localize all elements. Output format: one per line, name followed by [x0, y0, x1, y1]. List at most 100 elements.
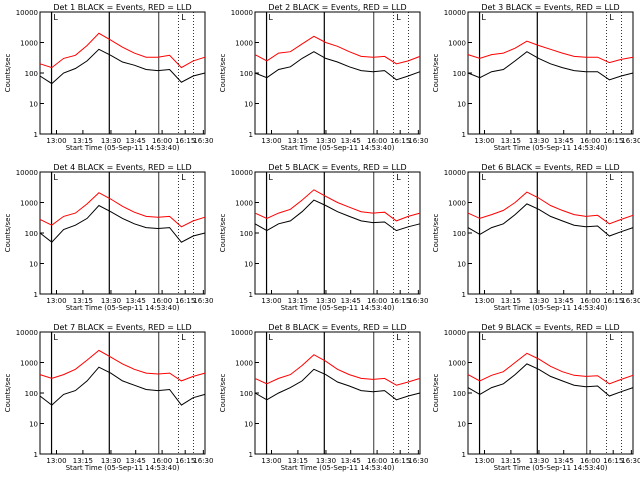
y-tick-label: 1000: [20, 200, 38, 208]
y-tick-label: 10: [457, 101, 466, 109]
x-tick-label: 13:15: [501, 457, 521, 465]
panel-title: Det 8 BLACK = Events, RED = LLD: [268, 323, 406, 332]
y-tick-label: 1: [249, 131, 253, 139]
x-tick-label: 16:30: [193, 297, 213, 305]
y-tick-label: 1: [462, 131, 466, 139]
y-tick-label: 10000: [231, 329, 253, 337]
x-tick-label: 13:45: [341, 457, 361, 465]
panel-title: Det 5 BLACK = Events, RED = LLD: [268, 163, 406, 172]
y-axis-label: Counts/sec: [219, 214, 227, 253]
series-events-line: [467, 203, 634, 237]
series-events-line: [39, 366, 206, 406]
x-axis-label: Start Time (05-Sep-11 14:53:40): [494, 464, 608, 472]
x-tick-label: 13:30: [316, 297, 336, 305]
x-tick-label: 16:00: [580, 297, 600, 305]
l-marker: L: [396, 333, 401, 342]
x-tick-label: 16:30: [193, 457, 213, 465]
y-tick-label: 10: [244, 421, 253, 429]
detector-panel-6: Det 6 BLACK = Events, RED = LLD Counts/se…: [432, 163, 640, 312]
y-axis-label: Counts/sec: [4, 214, 12, 253]
series-lld-line: [467, 40, 634, 64]
x-tick-label: 16:15: [603, 457, 623, 465]
plot-frame: [467, 331, 634, 455]
x-tick-label: 16:00: [367, 137, 387, 145]
x-tick-label: 16:15: [175, 137, 195, 145]
y-tick-label: 100: [25, 70, 38, 78]
x-tick-label: 13:30: [101, 297, 121, 305]
y-axis-label: Counts/sec: [432, 374, 440, 413]
l-marker: L: [481, 173, 486, 182]
l-marker: L: [181, 333, 186, 342]
y-tick-label: 10000: [444, 169, 466, 177]
plot-frame: [467, 171, 634, 295]
series-lld-line: [254, 35, 421, 65]
y-tick-label: 1000: [448, 200, 466, 208]
detector-panel-9: Det 9 BLACK = Events, RED = LLD Counts/se…: [432, 323, 640, 472]
y-tick-label: 1: [34, 131, 38, 139]
x-tick-label: 13:45: [341, 297, 361, 305]
y-tick-label: 1000: [448, 360, 466, 368]
l-marker: L: [268, 13, 273, 22]
panel-title: Det 3 BLACK = Events, RED = LLD: [481, 3, 619, 12]
y-tick-label: 1: [462, 291, 466, 299]
plot-frame: [467, 11, 634, 135]
y-tick-label: 10000: [444, 9, 466, 17]
series-events-line: [39, 48, 206, 85]
y-tick-label: 1000: [235, 40, 253, 48]
x-tick-label: 13:15: [288, 457, 308, 465]
series-events-line: [254, 51, 421, 81]
l-marker: L: [53, 13, 58, 22]
series-lld-line: [467, 352, 634, 385]
y-axis-label: Counts/sec: [219, 54, 227, 93]
y-tick-label: 10000: [16, 9, 38, 17]
series-events-line: [467, 51, 634, 81]
x-tick-label: 13:30: [316, 137, 336, 145]
x-tick-label: 13:45: [554, 457, 574, 465]
x-tick-label: 16:00: [580, 137, 600, 145]
x-tick-label: 16:15: [603, 297, 623, 305]
y-tick-label: 10000: [231, 9, 253, 17]
y-tick-label: 100: [453, 390, 466, 398]
x-tick-label: 13:30: [529, 297, 549, 305]
plot-frame: [39, 171, 206, 295]
l-marker: L: [481, 13, 486, 22]
x-tick-label: 16:00: [367, 457, 387, 465]
y-tick-label: 10000: [16, 329, 38, 337]
l-marker: L: [609, 173, 614, 182]
x-tick-label: 13:00: [261, 297, 281, 305]
plot-frame: [39, 331, 206, 455]
l-marker: L: [181, 13, 186, 22]
y-tick-label: 100: [240, 230, 253, 238]
x-axis-label: Start Time (05-Sep-11 14:53:40): [281, 144, 395, 152]
x-tick-label: 13:45: [126, 297, 146, 305]
detector-panel-2: Det 2 BLACK = Events, RED = LLD Counts/se…: [219, 3, 428, 152]
x-tick-label: 13:00: [46, 297, 66, 305]
l-marker: L: [268, 333, 273, 342]
x-tick-label: 16:00: [152, 137, 172, 145]
series-events-line: [467, 363, 634, 397]
y-axis-label: Counts/sec: [4, 54, 12, 93]
x-tick-label: 13:15: [73, 297, 93, 305]
x-tick-label: 16:00: [580, 457, 600, 465]
x-tick-label: 13:45: [554, 137, 574, 145]
y-tick-label: 1000: [20, 40, 38, 48]
x-tick-label: 16:15: [390, 457, 410, 465]
panel-title: Det 9 BLACK = Events, RED = LLD: [481, 323, 619, 332]
series-lld-line: [39, 349, 206, 382]
y-tick-label: 10000: [444, 329, 466, 337]
y-tick-label: 1: [462, 451, 466, 459]
detector-panel-1: Det 1 BLACK = Events, RED = LLD Counts/se…: [4, 3, 213, 152]
y-tick-label: 10: [244, 261, 253, 269]
y-tick-label: 10: [29, 261, 38, 269]
x-tick-label: 16:00: [152, 297, 172, 305]
plot-frame: [254, 171, 421, 295]
y-tick-label: 1: [249, 291, 253, 299]
x-axis-label: Start Time (05-Sep-11 14:53:40): [281, 304, 395, 312]
x-tick-label: 13:00: [474, 297, 494, 305]
x-tick-label: 13:15: [73, 137, 93, 145]
x-tick-label: 13:15: [501, 137, 521, 145]
detector-panel-4: Det 4 BLACK = Events, RED = LLD Counts/se…: [4, 163, 213, 312]
x-tick-label: 16:00: [367, 297, 387, 305]
x-axis-label: Start Time (05-Sep-11 14:53:40): [494, 304, 608, 312]
